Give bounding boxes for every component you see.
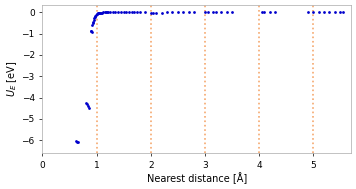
Point — [85, 105, 91, 108]
Point — [169, 11, 175, 14]
Point — [89, 24, 95, 27]
Point — [153, 11, 159, 14]
Point — [99, 11, 105, 14]
Point — [87, 106, 92, 109]
Point — [202, 11, 208, 14]
Point — [186, 11, 192, 14]
Point — [75, 140, 80, 143]
Point — [259, 11, 265, 14]
Point — [321, 11, 327, 14]
Point — [74, 140, 79, 143]
Point — [224, 11, 229, 14]
Point — [102, 11, 108, 14]
Point — [126, 11, 132, 14]
Point — [97, 11, 103, 14]
Point — [175, 11, 180, 14]
Point — [90, 20, 96, 23]
Point — [105, 11, 110, 14]
Point — [262, 11, 267, 14]
Point — [91, 17, 97, 20]
Point — [92, 15, 98, 19]
Point — [104, 11, 109, 14]
Point — [95, 12, 101, 15]
Point — [100, 11, 106, 14]
Point — [310, 11, 316, 14]
Point — [83, 101, 89, 104]
Point — [129, 11, 135, 14]
Point — [96, 12, 101, 15]
Point — [121, 11, 126, 14]
Point — [88, 30, 94, 33]
Point — [191, 11, 197, 14]
Point — [115, 11, 121, 14]
X-axis label: Nearest distance [Å]: Nearest distance [Å] — [147, 172, 247, 184]
Point — [94, 13, 99, 16]
Point — [205, 11, 210, 14]
Point — [134, 11, 140, 14]
Y-axis label: $U_E$ [eV]: $U_E$ [eV] — [5, 61, 19, 97]
Point — [118, 11, 124, 14]
Point — [210, 11, 216, 14]
Point — [93, 14, 99, 17]
Point — [88, 29, 93, 33]
Point — [89, 30, 94, 33]
Point — [84, 103, 90, 106]
Point — [159, 11, 164, 14]
Point — [93, 15, 98, 18]
Point — [142, 11, 148, 14]
Point — [151, 12, 156, 15]
Point — [94, 12, 100, 15]
Point — [305, 11, 311, 14]
Point — [337, 11, 343, 14]
Point — [132, 11, 137, 14]
Point — [164, 11, 170, 14]
Point — [180, 11, 186, 14]
Point — [137, 11, 143, 14]
Point — [74, 140, 80, 143]
Point — [326, 11, 332, 14]
Point — [272, 11, 278, 14]
Point — [98, 11, 104, 14]
Point — [229, 11, 235, 14]
Point — [124, 11, 129, 14]
Point — [91, 19, 97, 22]
Point — [96, 11, 102, 14]
Point — [340, 11, 346, 14]
Point — [90, 22, 95, 25]
Point — [148, 12, 153, 15]
Point — [95, 12, 100, 15]
Point — [112, 11, 118, 14]
Point — [332, 11, 338, 14]
Point — [267, 11, 273, 14]
Point — [218, 11, 224, 14]
Point — [213, 11, 219, 14]
Point — [107, 11, 113, 14]
Point — [316, 11, 321, 14]
Point — [106, 11, 111, 14]
Point — [110, 11, 116, 14]
